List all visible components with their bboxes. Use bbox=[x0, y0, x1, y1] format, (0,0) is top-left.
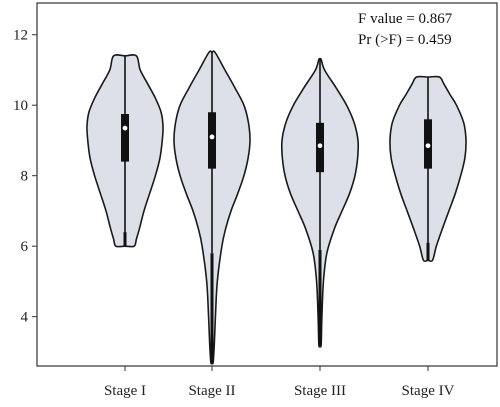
x-tick-label-stage-ii: Stage II bbox=[188, 383, 235, 399]
y-tick-label: 10 bbox=[13, 98, 28, 114]
y-tick-label: 8 bbox=[21, 169, 29, 185]
x-tick-label-stage-i: Stage I bbox=[104, 383, 146, 399]
iqr-box-stage-ii bbox=[208, 112, 216, 169]
violin-stage-iv bbox=[389, 75, 467, 263]
violins-group bbox=[86, 50, 467, 365]
y-tick-label: 6 bbox=[21, 239, 29, 255]
iqr-box-stage-i bbox=[121, 114, 129, 162]
y-axis: 4 6 8 10 12 bbox=[13, 28, 37, 326]
y-tick-label: 12 bbox=[13, 28, 28, 44]
violin-stage-iii bbox=[280, 57, 360, 348]
x-tick-label-stage-iv: Stage IV bbox=[402, 383, 455, 399]
x-axis: Stage I Stage II Stage III Stage IV bbox=[104, 366, 455, 399]
median-point-stage-ii bbox=[209, 134, 215, 140]
median-point-stage-iv bbox=[425, 143, 431, 149]
p-value-annotation: Pr (>F) = 0.459 bbox=[358, 32, 452, 48]
x-tick-label-stage-iii: Stage III bbox=[294, 383, 346, 399]
f-value-annotation: F value = 0.867 bbox=[358, 11, 453, 27]
median-point-stage-iii bbox=[317, 143, 323, 149]
violin-stage-ii bbox=[173, 50, 251, 365]
y-tick-label: 4 bbox=[21, 310, 29, 326]
violin-stage-i bbox=[86, 54, 164, 248]
median-point-stage-i bbox=[122, 125, 128, 131]
